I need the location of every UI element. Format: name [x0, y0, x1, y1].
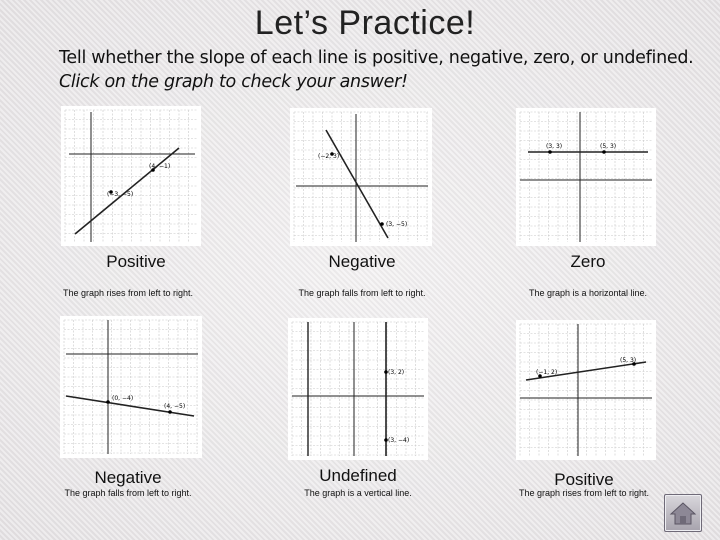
grid-lines [519, 111, 652, 242]
graph-6-explanation: The graph rises from left to right. [518, 488, 650, 498]
grid-lines [63, 319, 198, 454]
graph-2-point-a: (−2, 3) [318, 153, 339, 160]
graph-6-answer: Positive [554, 470, 614, 489]
graph-4-answer: Negative [94, 468, 162, 487]
graph-4[interactable]: (0, −4) (4, −5) [60, 316, 202, 458]
graph-4-point-b: (4, −5) [164, 403, 185, 410]
home-button[interactable] [664, 494, 702, 532]
graph-6-plot: (−1, 2) (5, 3) [519, 323, 652, 456]
grid-lines [519, 323, 652, 456]
graph-5[interactable]: (3, 2) (3, −4) [288, 318, 428, 460]
graph-6-point-b: (5, 3) [620, 357, 636, 364]
page-title: Let’s Practice! [254, 4, 476, 42]
graph-4-explanation: The graph falls from left to right. [64, 488, 192, 498]
grid-lines [291, 321, 424, 456]
graph-4-plot: (0, −4) (4, −5) [63, 319, 198, 454]
graph-1-point-a: (4, −1) [149, 163, 170, 170]
graph-3-point-a: (3, 3) [546, 143, 562, 150]
graph-3-point-b: (5, 3) [600, 143, 616, 150]
grid-lines [64, 109, 197, 242]
home-icon [669, 502, 697, 525]
graph-3[interactable]: (3, 3) (5, 3) [516, 108, 656, 246]
graph-3-explanation: The graph is a horizontal line. [528, 288, 648, 298]
graph-5-point-b: (3, −4) [388, 437, 409, 444]
graph-1[interactable]: (4, −1) (−3, −5) [61, 106, 201, 246]
graph-6[interactable]: (−1, 2) (5, 3) [516, 320, 656, 460]
graph-3-answer: Zero [570, 252, 606, 271]
graph-1-plot: (4, −1) (−3, −5) [64, 109, 197, 242]
graph-2[interactable]: (−2, 3) (3, −5) [290, 108, 432, 246]
graph-5-plot: (3, 2) (3, −4) [291, 321, 424, 456]
graph-5-answer: Undefined [319, 466, 397, 485]
graph-2-plot: (−2, 3) (3, −5) [293, 111, 428, 242]
graph-2-point-b: (3, −5) [386, 221, 407, 228]
graph-6-point-a: (−1, 2) [536, 369, 557, 376]
instructions-click-hint: Click on the graph to check your answer! [59, 72, 408, 92]
graph-4-point-a: (0, −4) [112, 395, 133, 402]
graph-2-explanation: The graph falls from left to right. [298, 288, 426, 298]
graph-1-answer: Positive [106, 252, 166, 271]
grid-lines [293, 111, 428, 242]
graph-1-point-b: (−3, −5) [107, 191, 133, 198]
graph-5-explanation: The graph is a vertical line. [304, 488, 412, 498]
graph-2-answer: Negative [328, 252, 396, 271]
instructions: Tell whether the slope of each line is p… [59, 48, 694, 68]
graph-3-plot: (3, 3) (5, 3) [519, 111, 652, 242]
graph-5-point-a: (3, 2) [388, 369, 404, 376]
graph-1-explanation: The graph rises from left to right. [62, 288, 194, 298]
